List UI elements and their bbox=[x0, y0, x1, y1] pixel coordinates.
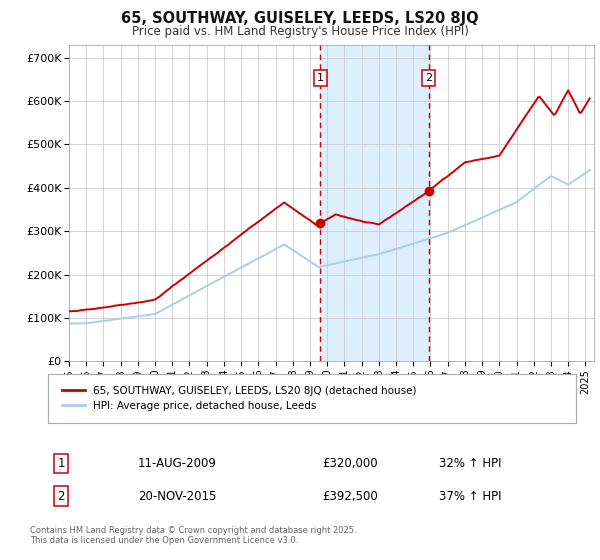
Text: 2: 2 bbox=[425, 73, 432, 83]
Legend: 65, SOUTHWAY, GUISELEY, LEEDS, LS20 8JQ (detached house), HPI: Average price, de: 65, SOUTHWAY, GUISELEY, LEEDS, LS20 8JQ … bbox=[58, 382, 419, 414]
Text: 1: 1 bbox=[317, 73, 324, 83]
Text: 11-AUG-2009: 11-AUG-2009 bbox=[138, 457, 217, 470]
Text: 65, SOUTHWAY, GUISELEY, LEEDS, LS20 8JQ: 65, SOUTHWAY, GUISELEY, LEEDS, LS20 8JQ bbox=[121, 11, 479, 26]
Text: £320,000: £320,000 bbox=[323, 457, 378, 470]
Text: 2: 2 bbox=[58, 489, 65, 503]
Text: £392,500: £392,500 bbox=[323, 489, 379, 503]
Text: 32% ↑ HPI: 32% ↑ HPI bbox=[439, 457, 501, 470]
Text: This data is licensed under the Open Government Licence v3.0.: This data is licensed under the Open Gov… bbox=[30, 536, 298, 545]
Text: Contains HM Land Registry data © Crown copyright and database right 2025.: Contains HM Land Registry data © Crown c… bbox=[30, 526, 356, 535]
Bar bbox=[320, 45, 428, 361]
Text: 20-NOV-2015: 20-NOV-2015 bbox=[138, 489, 216, 503]
Text: 1: 1 bbox=[58, 457, 65, 470]
Text: 37% ↑ HPI: 37% ↑ HPI bbox=[439, 489, 501, 503]
Text: Price paid vs. HM Land Registry's House Price Index (HPI): Price paid vs. HM Land Registry's House … bbox=[131, 25, 469, 38]
